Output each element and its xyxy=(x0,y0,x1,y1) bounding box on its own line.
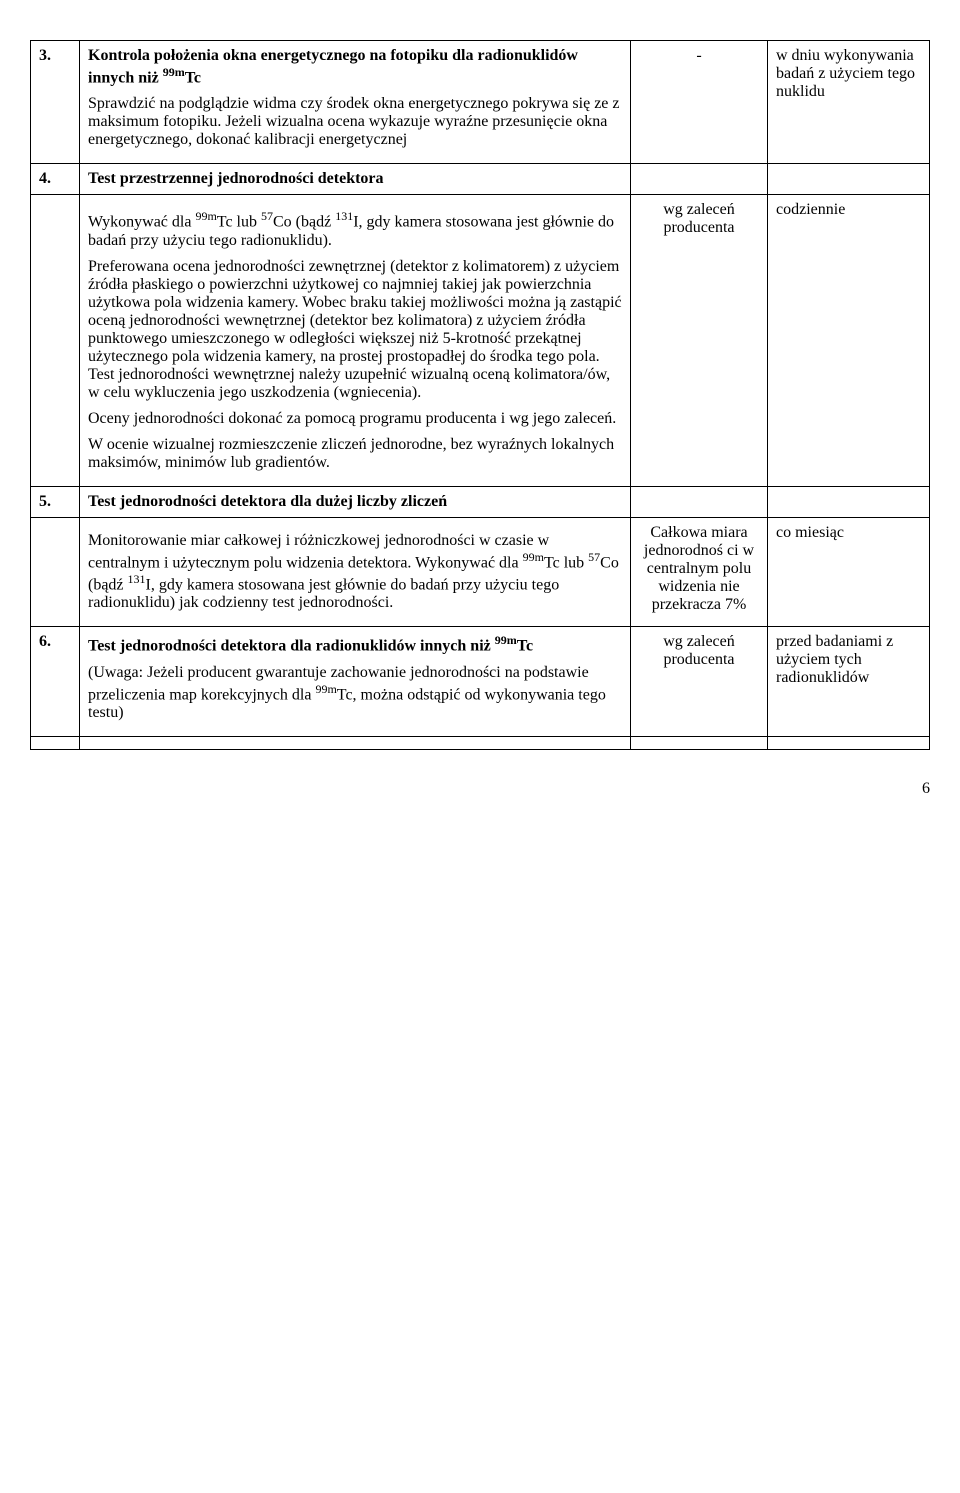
page-number: 6 xyxy=(30,780,930,798)
row-criteria xyxy=(631,736,768,749)
row-num: 4. xyxy=(31,164,80,195)
row-desc: Test przestrzennej jednorodności detekto… xyxy=(80,164,631,195)
row-desc: Kontrola położenia okna energetycznego n… xyxy=(80,41,631,164)
row-desc xyxy=(80,736,631,749)
row-criteria: wg zaleceń producenta xyxy=(631,627,768,737)
row-freq: codziennie xyxy=(768,195,930,486)
table-row: 6. Test jednorodności detektora dla radi… xyxy=(31,627,930,737)
row-desc-para: Wykonywać dla 99mTc lub 57Co (bądź 131I,… xyxy=(88,209,622,249)
row-freq: w dniu wykonywania badań z użyciem tego … xyxy=(768,41,930,164)
spec-table: 3. Kontrola położenia okna energetyczneg… xyxy=(30,40,930,750)
row-title: Test jednorodności detektora dla dużej l… xyxy=(88,493,447,510)
row-desc-para: Oceny jednorodności dokonać za pomocą pr… xyxy=(88,410,622,428)
row-desc-para: Preferowana ocena jednorodności zewnętrz… xyxy=(88,258,622,402)
row-num xyxy=(31,736,80,749)
row-freq: co miesiąc xyxy=(768,517,930,627)
row-num: 6. xyxy=(31,627,80,737)
table-row: Monitorowanie miar całkowej i różniczkow… xyxy=(31,517,930,627)
row-criteria xyxy=(631,486,768,517)
row-desc-para: W ocenie wizualnej rozmieszczenie zlicze… xyxy=(88,436,622,472)
row-criteria: Całkowa miara jednorodnoś ci w centralny… xyxy=(631,517,768,627)
row-desc-para: Sprawdzić na podglądzie widma czy środek… xyxy=(88,95,622,149)
row-num xyxy=(31,195,80,486)
row-criteria: wg zaleceń producenta xyxy=(631,195,768,486)
row-title: Kontrola położenia okna energetycznego n… xyxy=(88,47,622,87)
row-title: Test jednorodności detektora dla radionu… xyxy=(88,633,622,655)
row-freq xyxy=(768,486,930,517)
table-row: 5. Test jednorodności detektora dla duże… xyxy=(31,486,930,517)
row-criteria: - xyxy=(631,41,768,164)
row-desc: Test jednorodności detektora dla radionu… xyxy=(80,627,631,737)
row-freq: przed badaniami z użyciem tych radionukl… xyxy=(768,627,930,737)
row-title: Test przestrzennej jednorodności detekto… xyxy=(88,170,384,187)
row-desc: Wykonywać dla 99mTc lub 57Co (bądź 131I,… xyxy=(80,195,631,486)
row-num xyxy=(31,517,80,627)
row-desc-para: Monitorowanie miar całkowej i różniczkow… xyxy=(88,532,622,613)
table-row: 4. Test przestrzennej jednorodności dete… xyxy=(31,164,930,195)
row-desc-para: (Uwaga: Jeżeli producent gwarantuje zach… xyxy=(88,664,622,722)
row-desc: Monitorowanie miar całkowej i różniczkow… xyxy=(80,517,631,627)
row-criteria xyxy=(631,164,768,195)
row-num: 5. xyxy=(31,486,80,517)
row-freq xyxy=(768,736,930,749)
row-freq xyxy=(768,164,930,195)
row-desc: Test jednorodności detektora dla dużej l… xyxy=(80,486,631,517)
row-num: 3. xyxy=(31,41,80,164)
table-row xyxy=(31,736,930,749)
table-row: 3. Kontrola położenia okna energetyczneg… xyxy=(31,41,930,164)
table-row: Wykonywać dla 99mTc lub 57Co (bądź 131I,… xyxy=(31,195,930,486)
